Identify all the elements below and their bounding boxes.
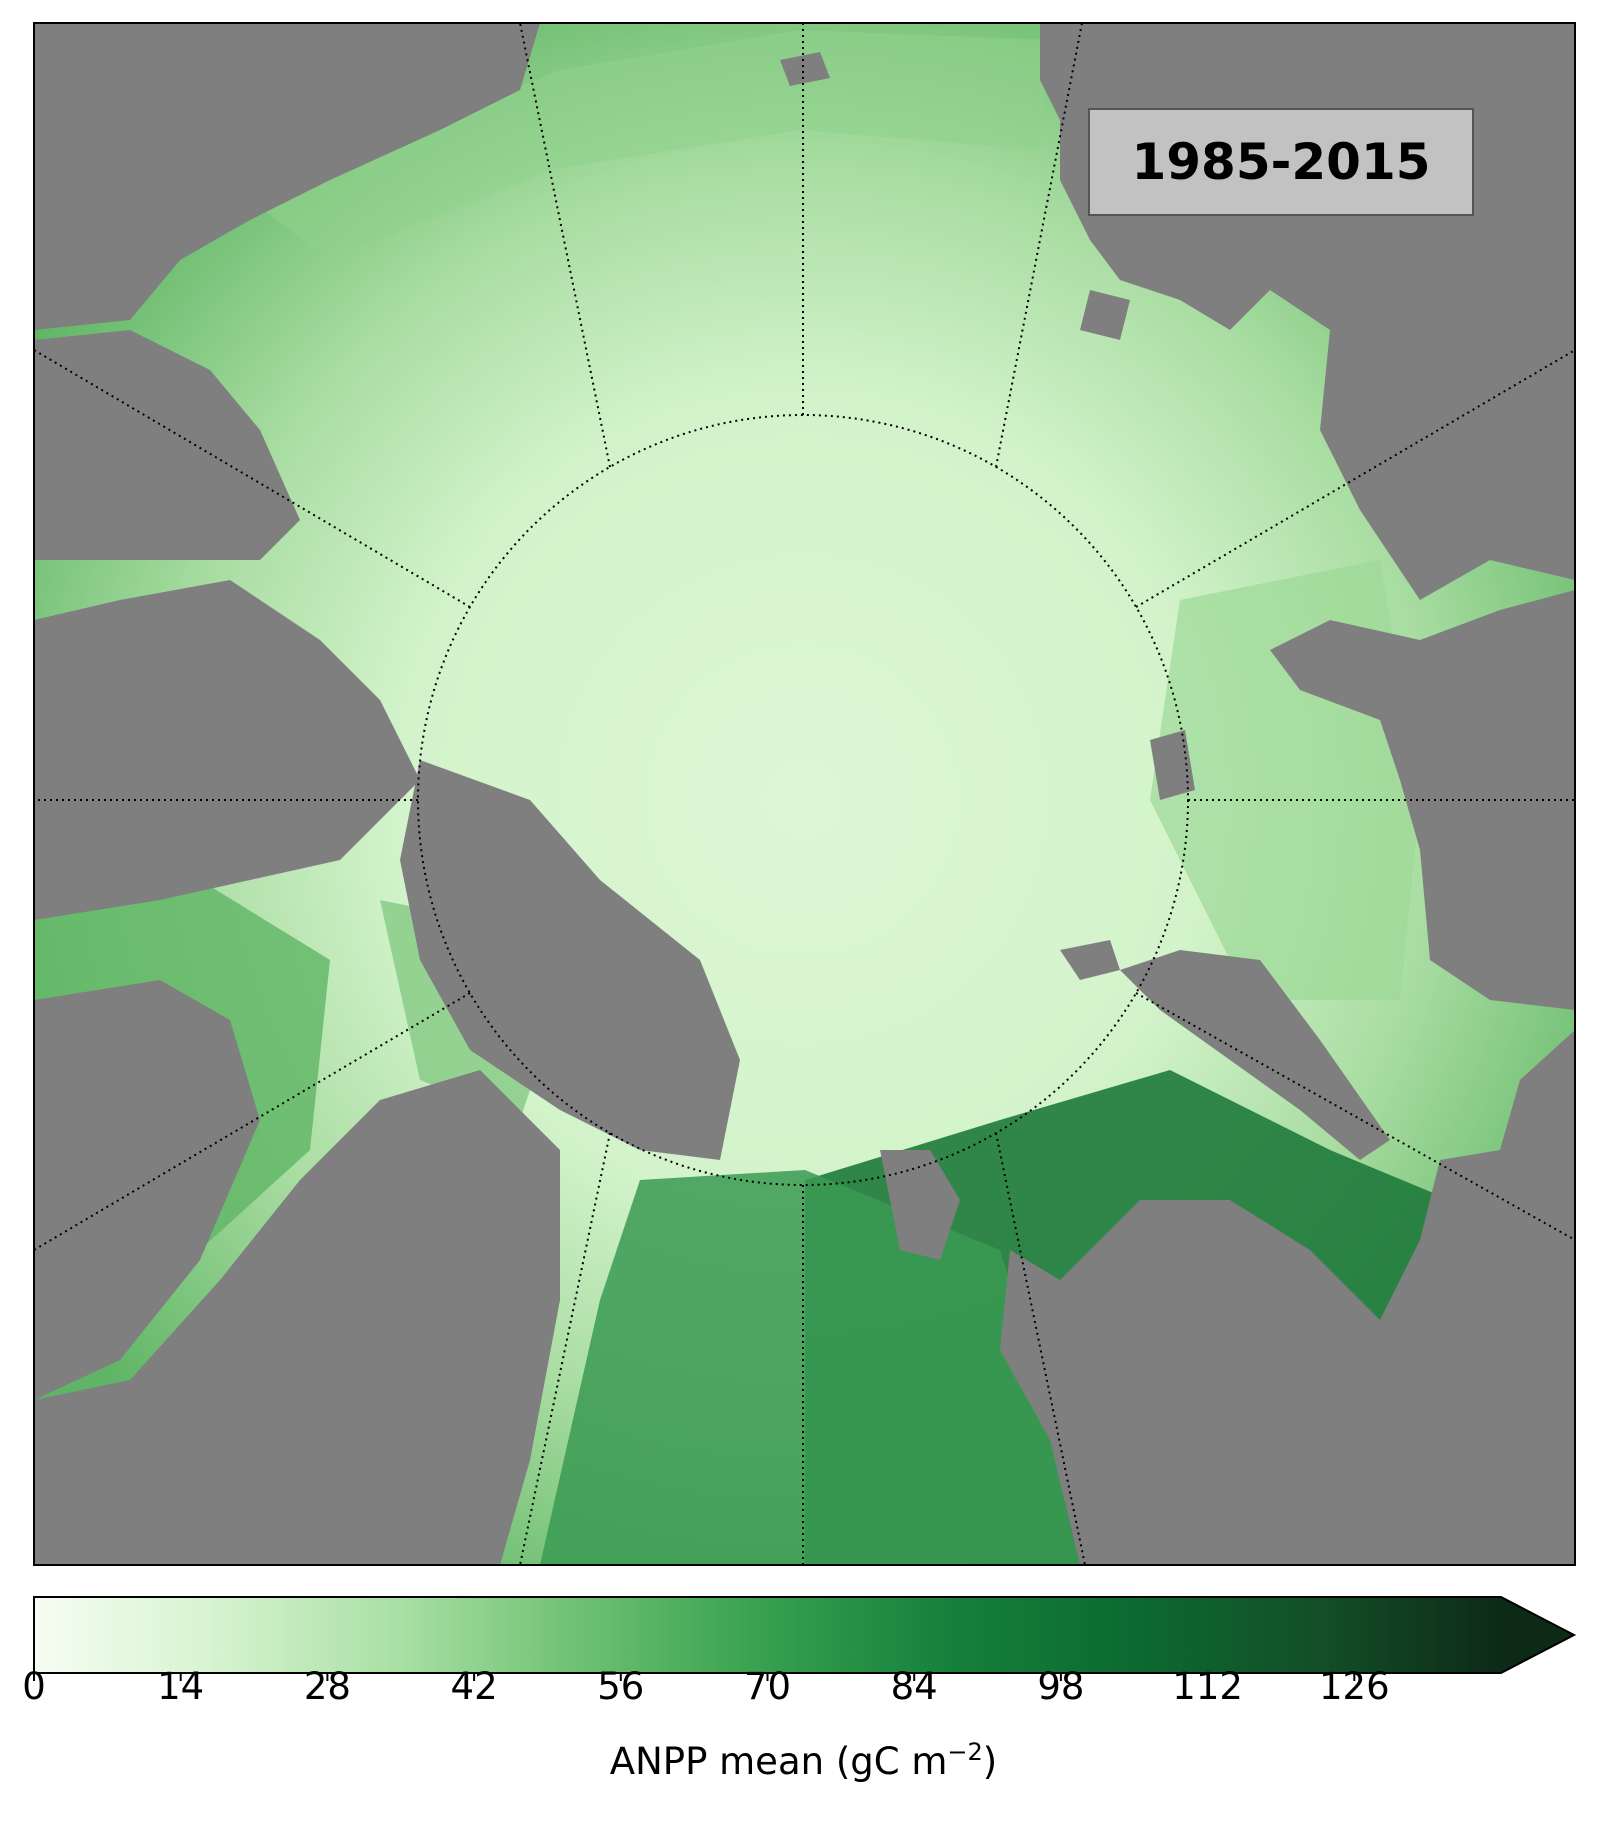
meridian-60 — [1135, 349, 1575, 608]
colorbar-tick-label: 126 — [1318, 1665, 1390, 1708]
alaska-landmass — [34, 23, 540, 330]
colorbar-tick-label: 0 — [22, 1665, 46, 1708]
period-label: 1985-2015 — [1088, 108, 1474, 216]
meridian-240 — [34, 992, 471, 1251]
canadian-archipelago — [34, 580, 420, 920]
colorbar-outline — [33, 1596, 1577, 1674]
colorbar-gradient — [34, 1597, 1501, 1673]
colorbar-tick-label: 70 — [743, 1665, 792, 1708]
colorbar-tick-label: 98 — [1037, 1665, 1085, 1708]
franz-josef-land — [1060, 940, 1120, 980]
colorbar-extend-arrow — [1501, 1597, 1574, 1673]
colorbar-tick-label: 112 — [1172, 1665, 1243, 1708]
colorbar — [33, 1596, 1577, 1681]
map-frame — [33, 22, 1576, 1566]
colorbar-label: ANPP mean (gC m−2) — [0, 1738, 1607, 1783]
bering-chukchi-zone — [250, 30, 1050, 260]
wrangel-island — [780, 52, 830, 86]
svalbard — [880, 1150, 960, 1260]
map-panel — [34, 23, 1575, 1565]
labrador-quebec-landmass — [34, 1070, 560, 1565]
meridian-150 — [995, 1132, 1086, 1565]
greenland-landmass — [400, 760, 740, 1160]
colorbar-label-close: ) — [982, 1740, 998, 1783]
north-america-mainland — [34, 980, 260, 1400]
colorbar-tick-label: 14 — [157, 1665, 205, 1708]
meridian-210 — [519, 1132, 611, 1565]
colorbar-label-text: ANPP mean (gC m — [609, 1740, 948, 1783]
colorbar-tick-label: 56 — [597, 1665, 645, 1708]
colorbar-tick-label: 42 — [450, 1665, 498, 1708]
novaya-zemlya — [1120, 950, 1390, 1160]
colorbar-tick-label: 28 — [303, 1665, 351, 1708]
colorbar-tick-label: 84 — [890, 1665, 938, 1708]
colorbar-ticks — [33, 1673, 1356, 1681]
graticule — [34, 23, 1575, 1565]
scandinavia-russia-landmass — [1000, 1030, 1575, 1565]
new-siberian-islands — [1080, 290, 1130, 340]
canadian-archipelago-north — [34, 330, 300, 560]
colorbar-label-exponent: −2 — [947, 1738, 983, 1766]
norwegian-sea-productive-zone — [540, 1170, 1100, 1565]
meridian-300 — [34, 349, 471, 608]
